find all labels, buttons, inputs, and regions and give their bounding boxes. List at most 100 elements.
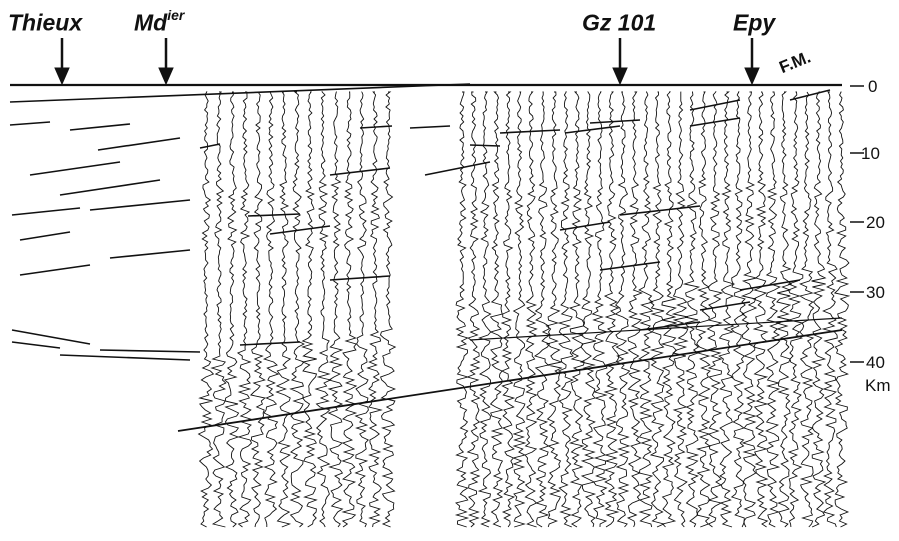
moho-reflector (177, 329, 843, 432)
seismic-trace (591, 91, 609, 528)
reflector-segment (69, 123, 131, 131)
reflector-segment (329, 167, 391, 176)
reflector-segment (11, 329, 91, 345)
site-label-thieux: Thieux (8, 9, 83, 36)
seismic-trace (557, 91, 574, 528)
seismic-trace (545, 91, 564, 528)
reflector-segment (739, 279, 801, 291)
seismic-trace (833, 91, 851, 528)
seismic-trace (752, 91, 769, 528)
seismic-trace (626, 91, 643, 528)
reflector-segment (469, 144, 501, 147)
reflector-segment (789, 89, 831, 101)
depth-label-20: 20 (866, 213, 885, 232)
arrow-thieux (54, 38, 70, 86)
reflector-segment (199, 143, 221, 149)
seismic-trace (765, 91, 782, 528)
reflector-segment (11, 207, 81, 216)
reflector-segment (409, 125, 451, 129)
seismic-trace (705, 91, 724, 528)
seismic-trace (740, 91, 758, 528)
seismic-trace (500, 91, 516, 528)
reflector-segment (499, 129, 561, 134)
reflector-segment (269, 225, 331, 235)
reflector-segment (699, 301, 751, 311)
seismic-trace (821, 91, 838, 528)
seismic-trace (614, 91, 631, 528)
reflector-segment (329, 275, 391, 281)
reflector-segment (89, 199, 191, 211)
reflector-segment (11, 341, 61, 349)
seismic-trace (301, 91, 318, 528)
seismic-trace (236, 91, 253, 528)
seismic-trace (579, 91, 597, 528)
reflector-segment (689, 117, 741, 127)
depth-label-0: 0 (868, 77, 878, 96)
arrow-gz (612, 38, 628, 86)
seismic-trace (787, 91, 804, 528)
surface-wedge (9, 83, 471, 103)
reflector-segment (359, 125, 393, 129)
seismic-trace (489, 91, 504, 528)
site-label-gz101: Gz 101 (582, 9, 657, 36)
seismic-trace (249, 91, 267, 528)
reflector-segment (59, 354, 191, 361)
seismic-trace (262, 91, 280, 527)
reflector-segment (59, 179, 161, 196)
seismic-trace (695, 91, 712, 528)
reflector-segment (19, 231, 71, 241)
reflector-segment (29, 161, 121, 176)
reflector-segment (99, 349, 201, 353)
seismic-trace (660, 91, 677, 528)
reflector-segment (619, 205, 701, 216)
seismic-trace (811, 91, 827, 528)
seismic-trace (638, 91, 654, 528)
depth-label-10: 10 (861, 144, 880, 163)
reflector-segment (564, 125, 621, 134)
seismic-trace (223, 91, 240, 528)
seismic-trace (524, 91, 538, 528)
seismic-trace (275, 91, 292, 528)
reflector-segment (559, 221, 611, 231)
seismic-trace (533, 91, 551, 528)
seismic-trace (477, 91, 492, 528)
seismic-trace (466, 91, 481, 528)
seismic-trace (603, 91, 620, 528)
seismic-trace (210, 91, 227, 528)
depth-unit-label: Km (865, 376, 891, 395)
seismic-trace (649, 91, 666, 528)
reflector-segment (589, 119, 641, 124)
reflector-segment (239, 341, 301, 346)
reflector-line (469, 317, 843, 341)
arrow-epy (744, 38, 760, 86)
seismic-trace (671, 91, 689, 528)
seismic-trace (314, 91, 332, 528)
site-label-md: Mdier (134, 7, 185, 36)
reflector-segment (97, 137, 181, 151)
seismic-trace (682, 91, 701, 528)
seismic-trace (730, 91, 746, 528)
arrow-md (158, 38, 174, 86)
seismic-trace (512, 91, 527, 528)
reflector-segment (639, 321, 701, 331)
seismic-trace (454, 91, 470, 528)
reflector-segment (9, 121, 51, 126)
reflector-segment (247, 213, 301, 217)
seismic-trace (341, 91, 358, 528)
seismic-trace (354, 91, 369, 528)
reflector-segment (424, 161, 491, 176)
seismic-trace (798, 91, 815, 528)
seismic-trace (366, 91, 383, 528)
depth-label-40: 40 (866, 353, 885, 372)
reflector-segment (599, 261, 661, 271)
seismic-trace (289, 91, 306, 528)
site-label-epy: Epy (733, 9, 776, 36)
seismic-trace (718, 91, 736, 528)
reflector-segment (19, 264, 91, 276)
reflector-segment (689, 99, 741, 111)
seismic-trace (327, 91, 344, 528)
seismic-trace (379, 91, 397, 528)
depth-label-30: 30 (866, 283, 885, 302)
